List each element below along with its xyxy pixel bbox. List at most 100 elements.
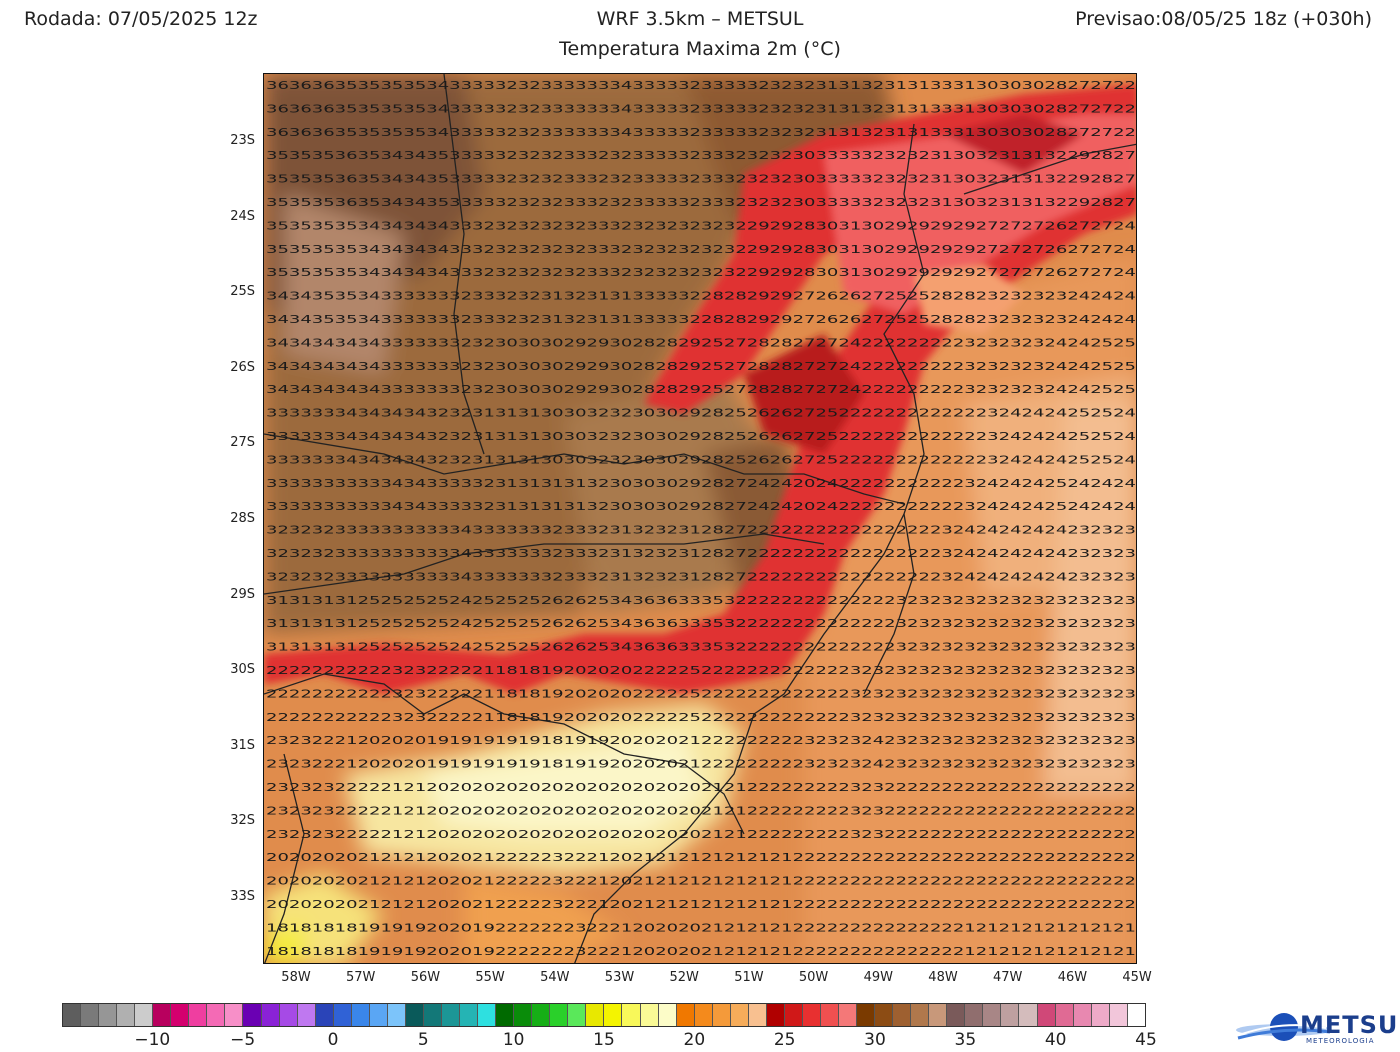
colorbar-swatch xyxy=(875,1004,894,1026)
colorbar-swatch xyxy=(496,1004,515,1026)
grid-row: 3131313125252525242525252626253436363335… xyxy=(266,641,1136,654)
colorbar-tick-label: −5 xyxy=(230,1030,256,1050)
lon-label: 45W xyxy=(1122,970,1152,985)
colorbar-swatch xyxy=(81,1004,100,1026)
colorbar-tick-label: 45 xyxy=(1135,1030,1157,1050)
grid-row: 2323222120202019191919191819192020202122… xyxy=(266,758,1136,771)
colorbar-swatch xyxy=(911,1004,930,1026)
colorbar-swatch xyxy=(586,1004,605,1026)
colorbar-tick-label: 35 xyxy=(954,1030,977,1050)
grid-row: 2222222222232322222118181920202022222522… xyxy=(266,664,1136,677)
colorbar-tick-label: 5 xyxy=(417,1030,429,1050)
colorbar-swatch xyxy=(1001,1004,1020,1026)
grid-row: 3333333434343432323131313030323230302928… xyxy=(266,407,1136,420)
lat-label: 24S xyxy=(230,208,255,224)
colorbar-swatch xyxy=(1037,1004,1056,1026)
colorbar-swatch xyxy=(857,1004,876,1026)
colorbar-swatch xyxy=(387,1004,406,1026)
colorbar-tick-label: 30 xyxy=(864,1030,886,1050)
lat-label: 23S xyxy=(230,133,255,148)
colorbar-swatch xyxy=(243,1004,262,1026)
grid-row: 3535353534343434333232323232333232323232… xyxy=(266,266,1136,279)
run-label: Rodada: 07/05/2025 12z xyxy=(24,8,258,30)
colorbar-swatch xyxy=(460,1004,479,1026)
colorbar-tick-label: 20 xyxy=(683,1030,706,1050)
grid-row: 2222222222232322222118181920202022222522… xyxy=(266,711,1136,724)
grid-row: 3333333434343432323131313030323230302928… xyxy=(266,430,1136,443)
colorbar-tick-label: 25 xyxy=(773,1030,796,1050)
lon-label: 46W xyxy=(1057,970,1088,985)
colorbar-swatch xyxy=(333,1004,352,1026)
grid-row: 3131313125252525242525252626253436363335… xyxy=(266,594,1136,607)
grid-row: 3333333333343433333231313131323030302928… xyxy=(266,477,1136,490)
lat-label: 31S xyxy=(230,737,255,753)
colorbar-swatch xyxy=(315,1004,334,1026)
grid-row: 3131313125252525242525252626253436363335… xyxy=(266,617,1136,630)
colorbar-swatch xyxy=(171,1004,190,1026)
grid-row: 3535353635343435333332323233323233333233… xyxy=(266,173,1136,186)
grid-row: 3636363535353534333332323333333433333233… xyxy=(266,102,1136,115)
colorbar-swatch xyxy=(658,1004,677,1026)
colorbar-swatch xyxy=(929,1004,948,1026)
forecast-label: Previsao:08/05/25 18z (+030h) xyxy=(1075,8,1372,30)
grid-row: 2222222222232322222118181920202022222522… xyxy=(266,687,1136,700)
lat-label: 26S xyxy=(230,359,255,375)
colorbar-swatch xyxy=(189,1004,208,1026)
grid-row: 3434343434333333323230303029293028282925… xyxy=(266,383,1136,396)
colorbar-swatch xyxy=(965,1004,984,1026)
colorbar-swatch xyxy=(730,1004,749,1026)
colorbar-swatch xyxy=(423,1004,442,1026)
model-label: WRF 3.5km – METSUL xyxy=(596,8,804,30)
lat-label: 28S xyxy=(230,511,255,526)
grid-row: 3434353534333333323332323132313133333228… xyxy=(266,313,1136,326)
lon-label: 50W xyxy=(798,970,829,985)
metsul-logo: METSUL xyxy=(1300,1011,1400,1039)
colorbar-swatch xyxy=(135,1004,154,1026)
colorbar-swatch xyxy=(640,1004,659,1026)
colorbar-tick-label: 40 xyxy=(1044,1030,1067,1050)
grid-row: 3434343434333333323230303029293028282925… xyxy=(266,336,1136,349)
lat-label: 32S xyxy=(230,813,255,829)
grid-row: 3232323333333333343333333233323132323128… xyxy=(266,547,1136,560)
lon-label: 53W xyxy=(604,970,635,985)
temperature-colorbar xyxy=(62,1003,1146,1027)
lon-label: 51W xyxy=(734,970,764,985)
grid-row: 3535353534343434333232323232333232323232… xyxy=(266,219,1136,232)
lat-label: 29S xyxy=(230,586,255,602)
colorbar-swatch xyxy=(839,1004,858,1026)
lat-label: 30S xyxy=(230,662,255,678)
grid-row: 2020202021212120202122222322212021212121… xyxy=(266,898,1136,911)
colorbar-swatch xyxy=(1127,1004,1145,1026)
colorbar-swatch xyxy=(405,1004,424,1026)
colorbar-swatch xyxy=(225,1004,244,1026)
colorbar-swatch xyxy=(1109,1004,1128,1026)
grid-row: 1818181819191920201922222223222120202021… xyxy=(266,921,1136,934)
colorbar-swatch xyxy=(1073,1004,1092,1026)
colorbar-swatch xyxy=(514,1004,533,1026)
lon-label: 47W xyxy=(992,970,1023,985)
colorbar-swatch xyxy=(279,1004,298,1026)
colorbar-swatch xyxy=(63,1004,82,1026)
colorbar-swatch xyxy=(802,1004,821,1026)
colorbar-swatch xyxy=(784,1004,803,1026)
metsul-tagline: METEOROLOGIA xyxy=(1306,1037,1375,1045)
grid-row: 3434353534333333323332323132313133333228… xyxy=(266,290,1136,303)
grid-row: 2323222120202019191919191819192020202122… xyxy=(266,734,1136,747)
grid-row: 2323232222212120202020202020202020202021… xyxy=(266,804,1136,817)
lat-label: 33S xyxy=(230,889,255,904)
lon-label: 48W xyxy=(928,970,958,985)
colorbar-swatch xyxy=(351,1004,370,1026)
colorbar-swatch xyxy=(820,1004,840,1026)
colorbar-swatch xyxy=(261,1004,280,1026)
lon-label: 57W xyxy=(345,970,376,985)
grid-row: 3535353635343435333332323233323233333233… xyxy=(266,196,1136,209)
colorbar-swatch xyxy=(441,1004,461,1026)
temperature-map: 3636363535353534333332323333333433333233… xyxy=(263,73,1137,964)
lon-label: 54W xyxy=(540,970,570,985)
grid-row: 2323232222212120202020202020202020202021… xyxy=(266,781,1136,794)
lon-label: 55W xyxy=(475,970,505,985)
colorbar-tick-label: 15 xyxy=(593,1030,615,1050)
lon-label: 58W xyxy=(281,970,311,985)
colorbar-tick-label: 0 xyxy=(327,1030,339,1050)
grid-row: 3333333333343433333231313131323030302928… xyxy=(266,500,1136,513)
